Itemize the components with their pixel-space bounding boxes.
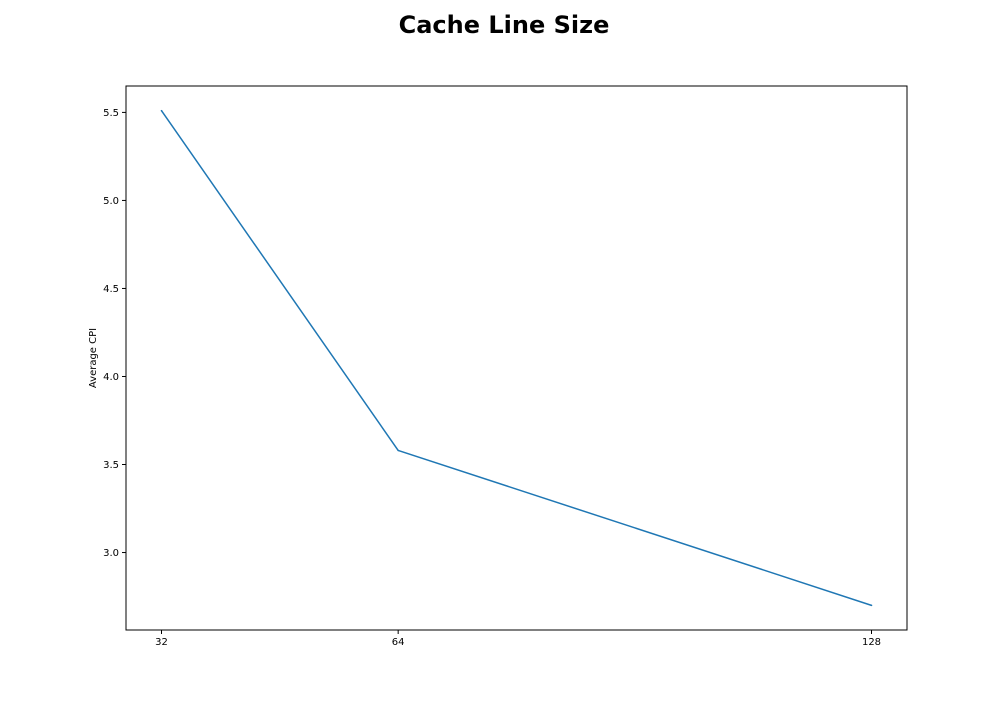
x-axis-ticks: 32 64 128	[155, 630, 881, 648]
chart-title: Cache Line Size	[399, 11, 610, 39]
data-point	[160, 109, 163, 112]
x-tick-label: 64	[392, 637, 405, 648]
y-axis-label: Average CPI	[88, 328, 99, 388]
x-tick-label: 32	[155, 637, 168, 648]
y-tick-label: 3.5	[103, 460, 119, 471]
y-tick-label: 5.0	[103, 196, 119, 207]
y-axis-ticks: 3.0 3.5 4.0 4.5 5.0 5.5	[103, 108, 126, 559]
plot-area	[125, 85, 908, 631]
series-group	[160, 109, 873, 607]
y-tick-label: 4.5	[103, 284, 119, 295]
x-tick-label: 128	[862, 637, 881, 648]
y-tick-label: 5.5	[103, 108, 119, 119]
data-point	[397, 449, 399, 452]
data-point	[870, 604, 873, 607]
y-tick-label: 3.0	[103, 548, 119, 559]
y-tick-label: 4.0	[103, 372, 119, 383]
